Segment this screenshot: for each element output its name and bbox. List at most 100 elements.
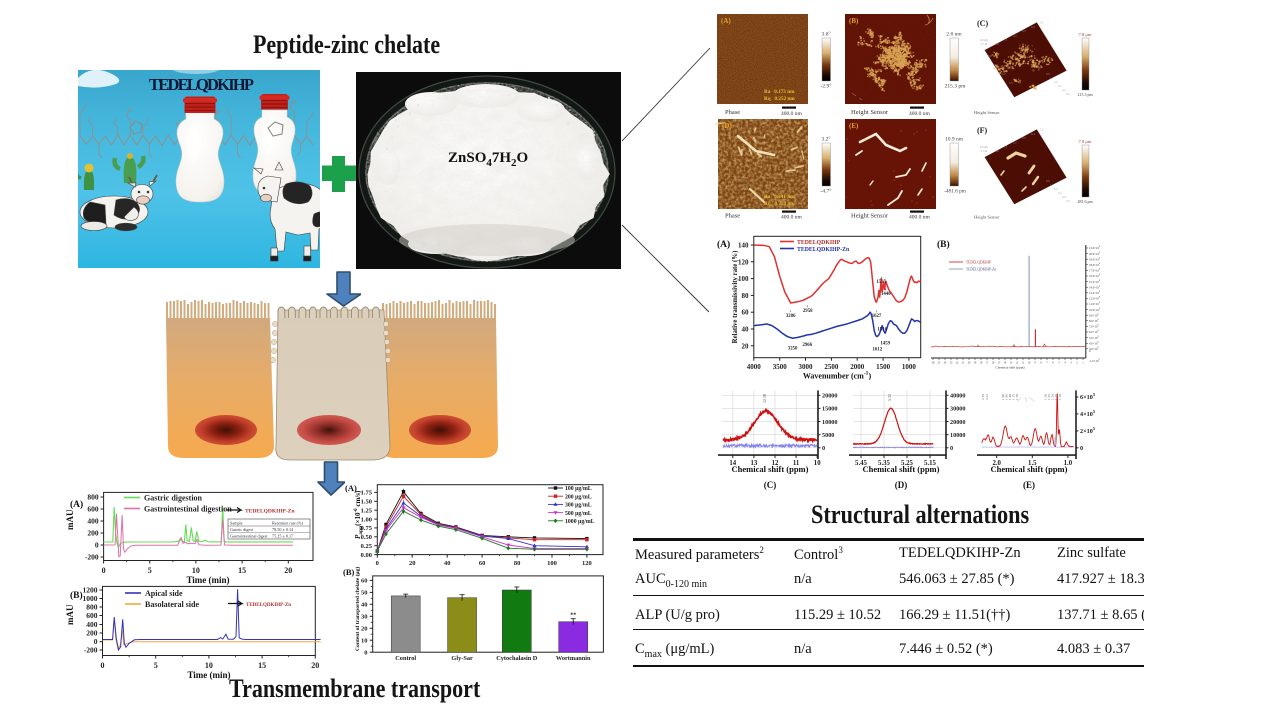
svg-text:5.32: 5.32 <box>887 394 892 401</box>
svg-text:11: 11 <box>793 460 800 467</box>
svg-text:2000: 2000 <box>850 363 865 371</box>
svg-text:1516: 1516 <box>877 327 887 332</box>
svg-text:10: 10 <box>205 661 213 670</box>
svg-text:(A): (A) <box>70 499 83 510</box>
svg-text:11: 11 <box>1022 362 1025 365</box>
svg-text:TEDELQDKIHP-Zn: TEDELQDKIHP-Zn <box>246 603 291 608</box>
svg-text:1.70: 1.70 <box>1015 394 1019 400</box>
svg-text:(D): (D) <box>895 480 908 490</box>
svg-text:4.4: 4.4 <box>1062 89 1066 92</box>
svg-text:400.0 nm: 400.0 nm <box>781 111 803 117</box>
svg-text:16: 16 <box>992 362 995 365</box>
svg-text:5.0×108: 5.0×108 <box>1089 336 1099 340</box>
svg-text:15000: 15000 <box>822 406 837 413</box>
svg-text:Control: Control <box>395 655 416 662</box>
svg-text:0.75: 0.75 <box>361 525 373 532</box>
svg-text:mAU: mAU <box>65 604 75 625</box>
svg-text:1.30: 1.30 <box>1044 394 1048 400</box>
svg-text:13: 13 <box>1010 362 1013 365</box>
svg-text:1200: 1200 <box>83 586 98 595</box>
svg-text:21: 21 <box>962 362 965 365</box>
svg-text:3500: 3500 <box>773 363 788 371</box>
svg-text:Chemical shift (ppm): Chemical shift (ppm) <box>995 366 1024 370</box>
svg-text:10.0×108: 10.0×108 <box>1089 308 1101 312</box>
svg-text:60: 60 <box>361 578 368 585</box>
svg-text:800: 800 <box>86 603 98 612</box>
svg-text:(C): (C) <box>977 19 988 28</box>
svg-text:1.1: 1.1 <box>1050 77 1054 80</box>
svg-text:0: 0 <box>102 566 106 575</box>
svg-text:400.0 nm: 400.0 nm <box>781 215 803 221</box>
svg-text:0: 0 <box>376 560 379 567</box>
svg-text:215.3 pm: 215.3 pm <box>945 84 967 90</box>
svg-text:6: 6 <box>1052 362 1054 365</box>
svg-text:1.50: 1.50 <box>361 499 372 506</box>
svg-text:9.0×108: 9.0×108 <box>1089 313 1099 317</box>
svg-text:600: 600 <box>86 611 98 620</box>
svg-text:200: 200 <box>87 529 99 538</box>
svg-text:Gastric digest: Gastric digest <box>230 527 254 532</box>
svg-text:(D): (D) <box>722 122 732 130</box>
svg-text:20: 20 <box>311 661 319 670</box>
svg-text:(B): (B) <box>343 567 355 577</box>
svg-text:Cytochalasin D: Cytochalasin D <box>496 655 538 662</box>
svg-text:-481.6 pm: -481.6 pm <box>944 189 967 195</box>
svg-text:20000: 20000 <box>950 419 965 426</box>
svg-text:(A): (A) <box>721 17 731 25</box>
svg-text:1.90: 1.90 <box>1001 394 1005 400</box>
svg-text:Rq 0.759 nm: Rq 0.759 nm <box>764 201 795 207</box>
svg-text:-1.5 nl: -1.5 nl <box>980 43 988 46</box>
svg-text:13.0×108: 13.0×108 <box>1089 291 1101 295</box>
svg-text:20: 20 <box>284 566 292 575</box>
svg-text:-2.9°: -2.9° <box>821 83 832 90</box>
svg-text:TEDELQDKIHP-Zn: TEDELQDKIHP-Zn <box>966 268 996 272</box>
svg-text:1.1: 1.1 <box>1050 184 1054 187</box>
svg-text:14.0×108: 14.0×108 <box>1089 285 1101 289</box>
svg-text:1: 1 <box>1082 362 1084 365</box>
svg-text:140: 140 <box>738 242 749 250</box>
svg-text:8.0×108: 8.0×108 <box>1089 319 1099 323</box>
svg-text:40: 40 <box>444 560 451 567</box>
svg-text:13: 13 <box>751 460 758 467</box>
svg-text:10000: 10000 <box>822 419 837 426</box>
svg-text:(A): (A) <box>717 239 730 250</box>
svg-text:6.0×108: 6.0×108 <box>1089 330 1099 334</box>
svg-text:12.0×108: 12.0×108 <box>1089 297 1101 301</box>
svg-text:(B): (B) <box>937 239 950 250</box>
svg-text:2958: 2958 <box>803 309 813 314</box>
svg-text:9: 9 <box>1034 362 1036 365</box>
svg-text:Chemical shift (ppm): Chemical shift (ppm) <box>732 464 809 474</box>
svg-text:1000: 1000 <box>83 594 98 603</box>
svg-text:Sample: Sample <box>230 521 243 526</box>
svg-text:Time (min): Time (min) <box>186 575 229 585</box>
svg-text:5.5: 5.5 <box>1066 93 1070 96</box>
svg-text:1.5: 1.5 <box>1028 460 1037 467</box>
svg-text:4000: 4000 <box>747 363 762 371</box>
svg-text:5.25: 5.25 <box>901 460 913 467</box>
svg-text:6×105: 6×105 <box>1080 392 1096 401</box>
svg-text:0: 0 <box>1080 445 1083 452</box>
svg-text:1.1: 1.1 <box>1004 146 1008 149</box>
svg-text:0.00: 0.00 <box>361 552 372 559</box>
svg-text:80: 80 <box>514 560 521 567</box>
svg-text:21.0×108: 21.0×108 <box>1089 246 1101 250</box>
svg-text:4.4: 4.4 <box>1031 26 1035 29</box>
svg-text:8: 8 <box>1040 362 1042 365</box>
svg-text:5.35: 5.35 <box>878 460 890 467</box>
svg-text:-200: -200 <box>84 646 98 655</box>
svg-text:200: 200 <box>86 629 98 638</box>
svg-text:0: 0 <box>1089 349 1091 353</box>
svg-text:1.15: 1.15 <box>1054 394 1058 400</box>
svg-text:-1.5 nl: -1.5 nl <box>980 150 988 153</box>
svg-text:215.3 pm: 215.3 pm <box>1077 92 1093 97</box>
svg-text:0.50: 0.50 <box>361 534 372 541</box>
svg-text:3: 3 <box>1070 362 1072 365</box>
svg-text:4.0×108: 4.0×108 <box>1089 341 1099 345</box>
svg-text:Gastrointestinal digest: Gastrointestinal digest <box>230 534 268 539</box>
svg-text:Rq 0.252 nm: Rq 0.252 nm <box>764 96 795 102</box>
svg-text:3.3: 3.3 <box>1009 82 1013 85</box>
svg-text:0.25: 0.25 <box>361 543 373 550</box>
svg-text:0.0 nm: 0.0 nm <box>980 39 989 42</box>
svg-text:3.3: 3.3 <box>1058 85 1062 88</box>
svg-text:0.0: 0.0 <box>1046 180 1050 183</box>
